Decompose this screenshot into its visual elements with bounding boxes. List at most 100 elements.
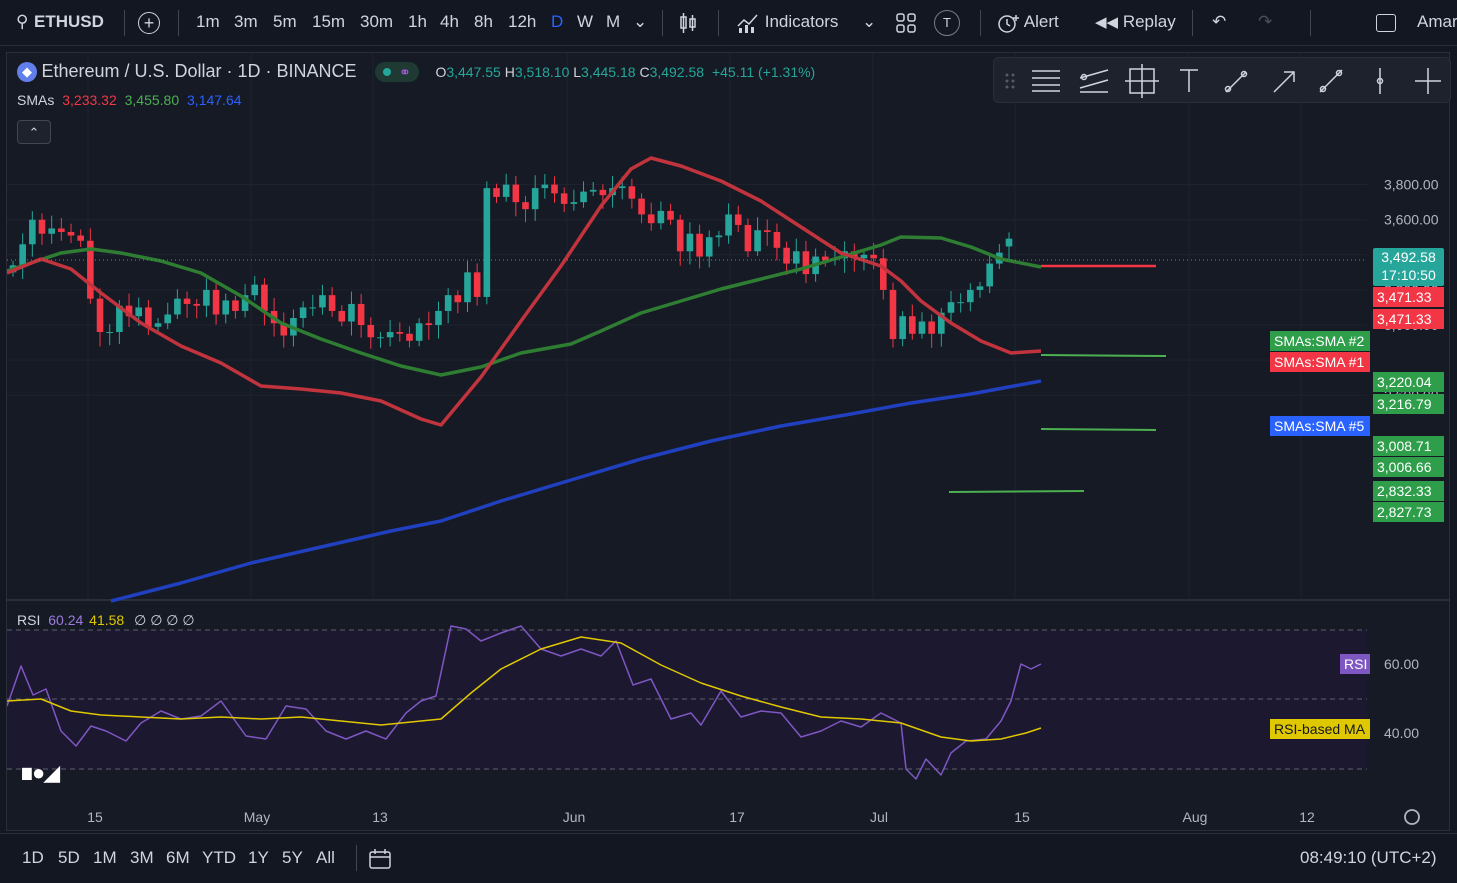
candle-body <box>48 228 55 234</box>
candle-body <box>444 295 452 311</box>
candle-body <box>889 289 897 340</box>
timeframe-5m[interactable]: 5m <box>273 12 297 31</box>
candle-body <box>19 244 26 266</box>
candle-body <box>222 300 230 315</box>
collapse-legend-button[interactable]: ⌃ <box>17 120 51 144</box>
timeframe-4h[interactable]: 4h <box>440 12 459 31</box>
range-ytd[interactable]: YTD <box>202 848 236 867</box>
timeframe-w[interactable]: W <box>577 12 594 31</box>
range-all[interactable]: All <box>316 848 335 867</box>
candle-body <box>232 300 239 311</box>
calendar-icon <box>368 848 392 869</box>
templates-button[interactable]: T <box>934 0 960 44</box>
price-level-tag: 2,827.73 <box>1373 502 1444 522</box>
candle-body <box>386 332 394 338</box>
redo-icon: ↷ <box>1258 12 1273 31</box>
candle-body <box>183 298 191 304</box>
undo-button[interactable]: ↶ <box>1212 0 1226 44</box>
trend-channel-icon <box>1079 69 1109 93</box>
candle-body <box>599 189 607 196</box>
rsi-name-tag: RSI <box>1340 654 1370 674</box>
horizontal-line-green <box>1040 354 1167 357</box>
candle-body <box>657 210 665 224</box>
candle-body <box>647 214 655 224</box>
candle-body <box>67 231 75 236</box>
candle-body <box>570 202 578 204</box>
range-5d[interactable]: 5D <box>58 848 80 867</box>
timeframe-15m[interactable]: 15m <box>312 12 346 31</box>
candles-layer <box>9 173 1013 349</box>
candle-body <box>464 272 471 303</box>
horizontal-line-green <box>1040 428 1157 431</box>
arrow-icon <box>1273 71 1295 93</box>
timezone-clock[interactable]: 08:49:10 (UTC+2) <box>1300 848 1437 867</box>
time-tick-label: May <box>244 809 270 825</box>
chart-pane[interactable]: 3,800.003,600.003,200.003,000.002,600.00… <box>6 52 1450 831</box>
candle-body <box>938 312 945 334</box>
candle-body <box>638 198 645 215</box>
price-tick-label: 3,800.00 <box>1384 177 1439 193</box>
range-1m[interactable]: 1M <box>93 848 117 867</box>
candle-body <box>415 323 423 341</box>
timeframe-30m[interactable]: 30m <box>360 12 394 31</box>
drag-handle-icon <box>1005 73 1015 89</box>
timeframe-d[interactable]: D <box>551 12 564 31</box>
candle-body <box>87 240 94 299</box>
redo-button[interactable]: ↷ <box>1258 0 1272 44</box>
alert-label: Alert <box>1023 12 1059 31</box>
alert-button[interactable]: Alert <box>996 0 1059 44</box>
candle-body <box>541 184 549 189</box>
range-3m[interactable]: 3M <box>130 848 154 867</box>
candles-icon <box>677 12 699 33</box>
range-1y[interactable]: 1Y <box>248 848 269 867</box>
rewind-icon: ◀◀ <box>1095 14 1119 31</box>
candle-body <box>686 233 694 252</box>
square-icon <box>1376 13 1396 32</box>
sma-legend[interactable]: SMAs 3,233.32 3,455.80 3,147.64 <box>17 92 242 108</box>
candle-body <box>116 305 123 333</box>
chart-type-button[interactable] <box>677 0 699 44</box>
timeframe-dropdown[interactable]: ⌄ <box>633 0 647 44</box>
candle-body <box>618 186 626 189</box>
timeframe-1h[interactable]: 1h <box>408 12 427 31</box>
timeframe-1m[interactable]: 1m <box>196 12 220 31</box>
candle-body <box>473 272 481 297</box>
fullscreen-button[interactable] <box>1376 0 1396 44</box>
candle-body <box>251 284 259 296</box>
market-status-badge[interactable]: ⚭ <box>375 61 419 82</box>
divider <box>718 10 719 36</box>
rsi-legend[interactable]: RSI 60.24 41.58 ∅ ∅ ∅ ∅ <box>17 612 195 628</box>
candle-body <box>860 254 868 259</box>
timeframe-12h[interactable]: 12h <box>508 12 537 31</box>
candle-body <box>783 247 790 264</box>
timeframe-3m[interactable]: 3m <box>234 12 258 31</box>
ethereum-icon: ◆ <box>17 61 37 82</box>
symbol-search-button[interactable]: ⚲ ETHUSD <box>16 0 104 44</box>
chevron-down-icon: ⌄ <box>862 12 877 31</box>
indicators-button[interactable]: Indicators <box>736 0 838 44</box>
user-menu[interactable]: Amar <box>1417 0 1457 44</box>
candle-body <box>744 224 752 252</box>
date-range-button[interactable] <box>368 834 392 882</box>
chart-canvas[interactable]: 3,800.003,600.003,200.003,000.002,600.00… <box>7 53 1449 830</box>
indicators-dropdown[interactable]: ⌄ <box>862 0 876 44</box>
range-5y[interactable]: 5Y <box>282 848 303 867</box>
candle-body <box>319 295 326 308</box>
candle-body <box>425 323 433 325</box>
symbol-title[interactable]: Ethereum / U.S. Dollar · 1D · BINANCE <box>41 61 357 81</box>
time-tick-label: 15 <box>1014 809 1030 825</box>
range-1d[interactable]: 1D <box>22 848 44 867</box>
layouts-button[interactable] <box>895 0 917 44</box>
indicators-label: Indicators <box>764 12 839 31</box>
candle-body <box>909 316 916 334</box>
compare-button[interactable]: + <box>136 0 162 44</box>
replay-button[interactable]: ◀◀ Replay <box>1095 0 1176 44</box>
timeframe-m[interactable]: M <box>606 12 621 31</box>
price-level-tag: 3,006.66 <box>1373 457 1444 477</box>
range-6m[interactable]: 6M <box>166 848 190 867</box>
candle-body <box>725 214 732 236</box>
crosshair-icon <box>1415 68 1441 94</box>
timeframe-8h[interactable]: 8h <box>474 12 493 31</box>
candle-body <box>773 231 781 248</box>
candle-body <box>96 298 104 333</box>
